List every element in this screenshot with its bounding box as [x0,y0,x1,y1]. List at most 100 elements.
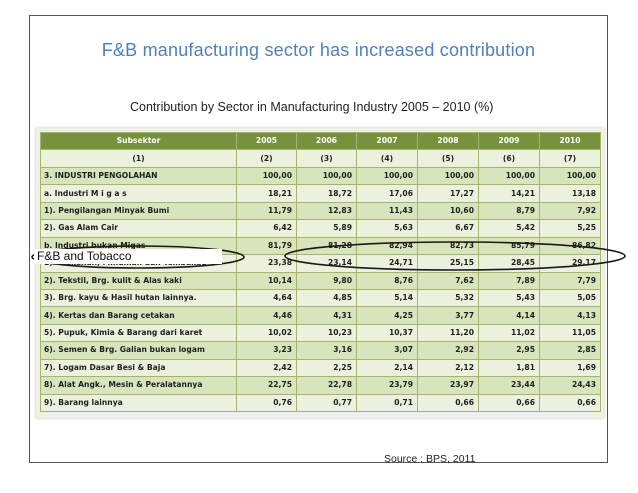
value-cell: 9,80 [296,271,357,290]
value-cell: 5,32 [417,288,479,308]
value-cell: (6) [478,149,540,168]
value-cell: 10,14 [236,271,297,290]
value-cell: 2010 [539,131,601,151]
value-cell: 1,69 [539,358,601,378]
value-cell: 2,42 [236,358,297,378]
value-cell: 100,00 [356,166,418,186]
value-cell: 28,45 [478,254,540,273]
value-cell: 18,72 [296,184,357,203]
label-highlight-oval [31,245,245,269]
row-label-cell: 2). Gas Alam Cair [40,219,237,238]
table-row: 7). Logam Dasar Besi & Baja 2,42 2,25 2,14 2… [40,358,601,378]
value-cell: 4,25 [356,306,418,325]
fb-tobacco-callout: F&B and Tobacco [34,249,222,264]
value-cell: 11,05 [539,323,601,343]
table-row: 4). Kertas dan Barang cetakan 4,46 4,31 4,2… [40,306,601,325]
value-cell: 100,00 [478,166,540,186]
value-cell: 5,63 [356,219,418,238]
value-cell: 11,43 [356,201,418,221]
row-label-cell: Subsektor [40,131,237,151]
value-cell: 4,31 [296,306,357,325]
value-cell: 7,92 [539,201,601,221]
row-label-cell: 6). Semen & Brg. Galian bukan logam [40,341,237,360]
row-label-cell: 8). Alat Angk., Mesin & Peralatannya [40,376,237,395]
value-cell: 10,37 [356,323,418,343]
row-label-cell: 5). Pupuk, Kimia & Barang dari karet [40,323,237,343]
table-header-row: Subsektor 2005 2006 2007 2008 2009 2010 [40,131,601,151]
table-row: 5). Pupuk, Kimia & Barang dari karet 10,0… [40,323,601,343]
value-cell: 23,79 [356,376,418,395]
table-index-row: (1) (2) (3) (4) (5) (6) (7) [40,149,601,168]
value-cell: 14,21 [478,184,540,203]
table-row: a. Industri M i g a s 18,21 18,72 17,06 17,2… [40,184,601,203]
value-cell: 10,60 [417,201,479,221]
value-cell: 11,79 [236,201,297,221]
value-cell: 6,42 [236,219,297,238]
value-cell: 12,83 [296,201,357,221]
value-cell: 0,71 [356,393,418,413]
value-cell: 0,66 [478,393,540,413]
value-cell: 5,05 [539,288,601,308]
value-cell: 5,42 [478,219,540,238]
contribution-table: Subsektor 2005 2006 2007 2008 2009 2010 (1) (2)(… [40,131,601,413]
table-row: 3. INDUSTRI PENGOLAHAN 100,00 100,00 100,00… [40,166,601,186]
value-cell: (7) [539,149,601,168]
table-row: 8). Alat Angk., Mesin & Peralatannya 22,7… [40,376,601,395]
value-cell: 4,14 [478,306,540,325]
value-cell: (2) [236,149,297,168]
value-cell: 18,21 [236,184,297,203]
value-cell: 4,64 [236,288,297,308]
value-cell: 82,94 [356,236,418,256]
value-cell: 4,85 [296,288,357,308]
table-caption: Contribution by Sector in Manufacturing … [130,100,494,114]
value-cell: 100,00 [236,166,297,186]
value-cell: 2,85 [539,341,601,360]
value-cell: 23,97 [417,376,479,395]
value-cell: 2,25 [296,358,357,378]
value-cell: 23,38 [236,254,297,273]
value-cell: 2008 [417,131,479,151]
value-cell: 23,44 [478,376,540,395]
table-row: 2). Gas Alam Cair 6,42 5,89 5,63 6,67 5,42 5,2… [40,219,601,238]
value-cell: 7,79 [539,271,601,290]
value-cell: 23,14 [296,254,357,273]
slide-frame: F&B manufacturing sector has increased c… [29,15,608,465]
value-cell: 2,95 [478,341,540,360]
values-highlight-oval [284,241,626,271]
value-cell: 2005 [236,131,297,151]
value-cell: 0,76 [236,393,297,413]
value-cell: 5,25 [539,219,601,238]
value-cell: (3) [296,149,357,168]
value-cell: 11,20 [417,323,479,343]
value-cell: 0,66 [417,393,479,413]
value-cell: 0,77 [296,393,357,413]
value-cell: 81,79 [236,236,297,256]
table-row: 3). Brg. kayu & Hasil hutan lainnya. 4,64… [40,288,601,308]
value-cell: (4) [356,149,418,168]
row-label-cell: 3). Brg. kayu & Hasil hutan lainnya. [40,288,237,308]
row-label-cell: a. Industri M i g a s [40,184,237,203]
table-row: 9). Barang lainnya 0,76 0,77 0,71 0,66 0,66 0,… [40,393,601,413]
value-cell: 22,75 [236,376,297,395]
table-row: 2). Tekstil, Brg. kulit & Alas kaki 10,14… [40,271,601,290]
row-label-cell: 3. INDUSTRI PENGOLAHAN [40,166,237,186]
value-cell: 2007 [356,131,418,151]
value-cell: 100,00 [417,166,479,186]
value-cell: 17,06 [356,184,418,203]
value-cell: 10,23 [296,323,357,343]
table-row: 1). Pengilangan Minyak Bumi 11,79 12,83 11,… [40,201,601,221]
value-cell: 0,66 [539,393,601,413]
table-image: Subsektor 2005 2006 2007 2008 2009 2010 (1) (2)(… [36,128,604,418]
value-cell: (5) [417,149,479,168]
value-cell: 4,46 [236,306,297,325]
value-cell: 6,67 [417,219,479,238]
row-label-cell: 7). Logam Dasar Besi & Baja [40,358,237,378]
row-label-cell: (1) [40,149,237,168]
value-cell: 3,77 [417,306,479,325]
value-cell: 4,13 [539,306,601,325]
row-label-cell: 1). Pengilangan Minyak Bumi [40,201,237,221]
slide-title: F&B manufacturing sector has increased c… [101,40,536,60]
value-cell: 25,15 [417,254,479,273]
value-cell: 5,89 [296,219,357,238]
